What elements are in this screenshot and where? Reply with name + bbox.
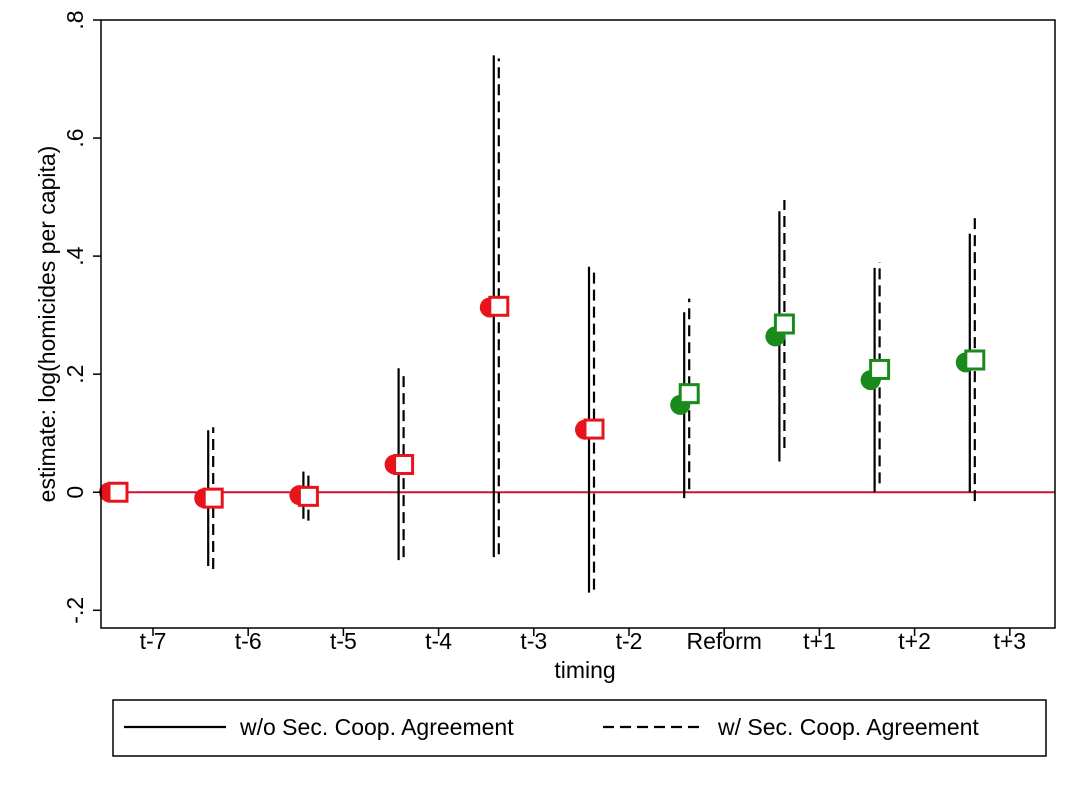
legend-label-solid: w/o Sec. Coop. Agreement — [239, 714, 514, 740]
marker-square — [488, 295, 510, 317]
y-tick-label: .4 — [62, 246, 88, 265]
x-tick-label: t-6 — [235, 628, 262, 654]
y-tick-label: .8 — [62, 10, 88, 29]
y-axis-title: estimate: log(homicides per capita) — [34, 146, 60, 503]
plot-area — [99, 55, 1055, 593]
marker-square — [773, 313, 795, 335]
axes: -.2 0 .2 .4 .6 .8 t-7 t-6 t-5 t-4 t-3 t-2 Reform t+1 t… — [34, 10, 1056, 683]
x-tick-label: t+3 — [993, 628, 1026, 654]
x-tick-label: t+2 — [898, 628, 931, 654]
x-tick-label: t-3 — [520, 628, 547, 654]
marker-square — [202, 487, 224, 509]
marker-square — [107, 481, 129, 503]
marker-square — [869, 358, 891, 380]
x-tick-label: t-2 — [616, 628, 643, 654]
marker-square — [678, 383, 700, 405]
marker-square — [393, 453, 415, 475]
y-tick-label: -.2 — [62, 597, 88, 624]
legend: w/o Sec. Coop. Agreement w/ Sec. Coop. Ag… — [112, 699, 1047, 757]
marker-square — [583, 418, 605, 440]
plot-frame — [100, 19, 1056, 629]
x-tick-label: Reform — [686, 628, 761, 654]
x-axis-title: timing — [554, 657, 615, 683]
legend-label-dashed: w/ Sec. Coop. Agreement — [717, 714, 979, 740]
marker-square — [964, 349, 986, 371]
x-tick-label: t-4 — [425, 628, 452, 654]
marker-square — [297, 485, 319, 507]
x-tick-label: t+1 — [803, 628, 836, 654]
y-tick-label: .6 — [62, 128, 88, 147]
legend-box — [112, 699, 1047, 757]
y-tick-label: 0 — [62, 486, 88, 499]
y-tick-label: .2 — [62, 365, 88, 384]
x-tick-label: t-7 — [140, 628, 167, 654]
x-tick-label: t-5 — [330, 628, 357, 654]
